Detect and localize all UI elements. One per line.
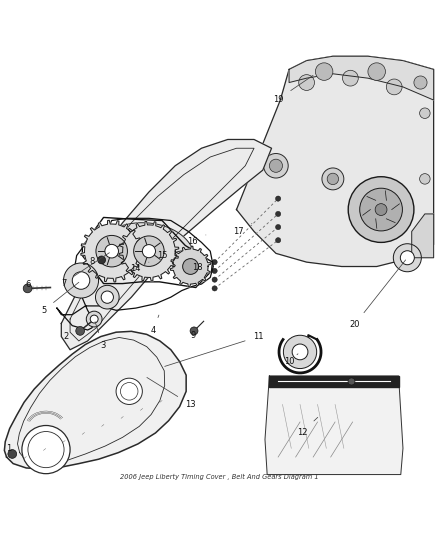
Circle shape [264, 154, 288, 178]
Text: 10: 10 [284, 354, 298, 367]
Polygon shape [412, 214, 434, 258]
Circle shape [8, 449, 17, 458]
Circle shape [400, 251, 414, 265]
Circle shape [386, 79, 402, 95]
Circle shape [393, 244, 421, 272]
Circle shape [212, 268, 217, 273]
Text: 13: 13 [147, 377, 196, 409]
Circle shape [105, 245, 118, 258]
Text: 2006 Jeep Liberty Timing Cover , Belt And Gears Diagram 1: 2006 Jeep Liberty Timing Cover , Belt An… [120, 474, 318, 480]
Circle shape [98, 256, 106, 264]
Circle shape [276, 224, 281, 230]
Circle shape [414, 76, 427, 89]
Circle shape [348, 177, 414, 243]
Circle shape [283, 335, 317, 368]
Circle shape [420, 108, 430, 118]
Circle shape [212, 277, 217, 282]
Circle shape [95, 285, 119, 309]
Circle shape [322, 168, 344, 190]
Polygon shape [170, 246, 211, 287]
Text: 19: 19 [273, 75, 313, 104]
Polygon shape [92, 223, 192, 271]
Polygon shape [237, 56, 434, 266]
Text: 20: 20 [350, 260, 406, 329]
Circle shape [116, 378, 142, 405]
Circle shape [269, 159, 283, 172]
Circle shape [142, 245, 155, 258]
Circle shape [183, 259, 198, 274]
Circle shape [23, 284, 32, 293]
Text: 8: 8 [89, 257, 99, 266]
Circle shape [101, 291, 113, 303]
Circle shape [420, 174, 430, 184]
Text: 4: 4 [151, 315, 159, 335]
Text: 18: 18 [192, 263, 212, 272]
Circle shape [90, 315, 98, 323]
Text: 9: 9 [190, 331, 195, 340]
Polygon shape [269, 376, 399, 387]
Polygon shape [119, 221, 179, 281]
Circle shape [212, 286, 217, 291]
Circle shape [375, 204, 387, 215]
Text: 14: 14 [131, 262, 149, 273]
Circle shape [72, 272, 90, 289]
Text: 6: 6 [26, 279, 31, 288]
Circle shape [96, 236, 127, 267]
Circle shape [360, 188, 403, 231]
Text: 17: 17 [233, 223, 252, 236]
Circle shape [276, 238, 281, 243]
Circle shape [292, 344, 308, 360]
Text: 12: 12 [297, 417, 318, 437]
Circle shape [327, 173, 339, 184]
Text: 16: 16 [187, 235, 206, 246]
Circle shape [315, 63, 333, 80]
Text: 1: 1 [6, 444, 11, 453]
Circle shape [22, 425, 70, 474]
Circle shape [368, 63, 385, 80]
Circle shape [348, 378, 355, 385]
Circle shape [299, 75, 314, 91]
Text: 7: 7 [61, 253, 110, 288]
Circle shape [276, 196, 281, 201]
Polygon shape [61, 140, 272, 350]
Text: 2: 2 [63, 332, 78, 341]
Circle shape [190, 327, 198, 335]
Text: 5: 5 [41, 282, 79, 315]
Circle shape [343, 70, 358, 86]
Circle shape [76, 327, 85, 335]
Circle shape [64, 263, 99, 298]
Circle shape [276, 211, 281, 216]
Circle shape [134, 236, 164, 266]
Polygon shape [4, 332, 186, 469]
Text: 3: 3 [95, 322, 106, 350]
Polygon shape [81, 220, 142, 282]
Polygon shape [289, 56, 434, 100]
Text: 11: 11 [165, 332, 264, 366]
Circle shape [212, 260, 217, 265]
Circle shape [86, 311, 102, 327]
Text: 15: 15 [157, 249, 175, 260]
Polygon shape [265, 376, 403, 474]
